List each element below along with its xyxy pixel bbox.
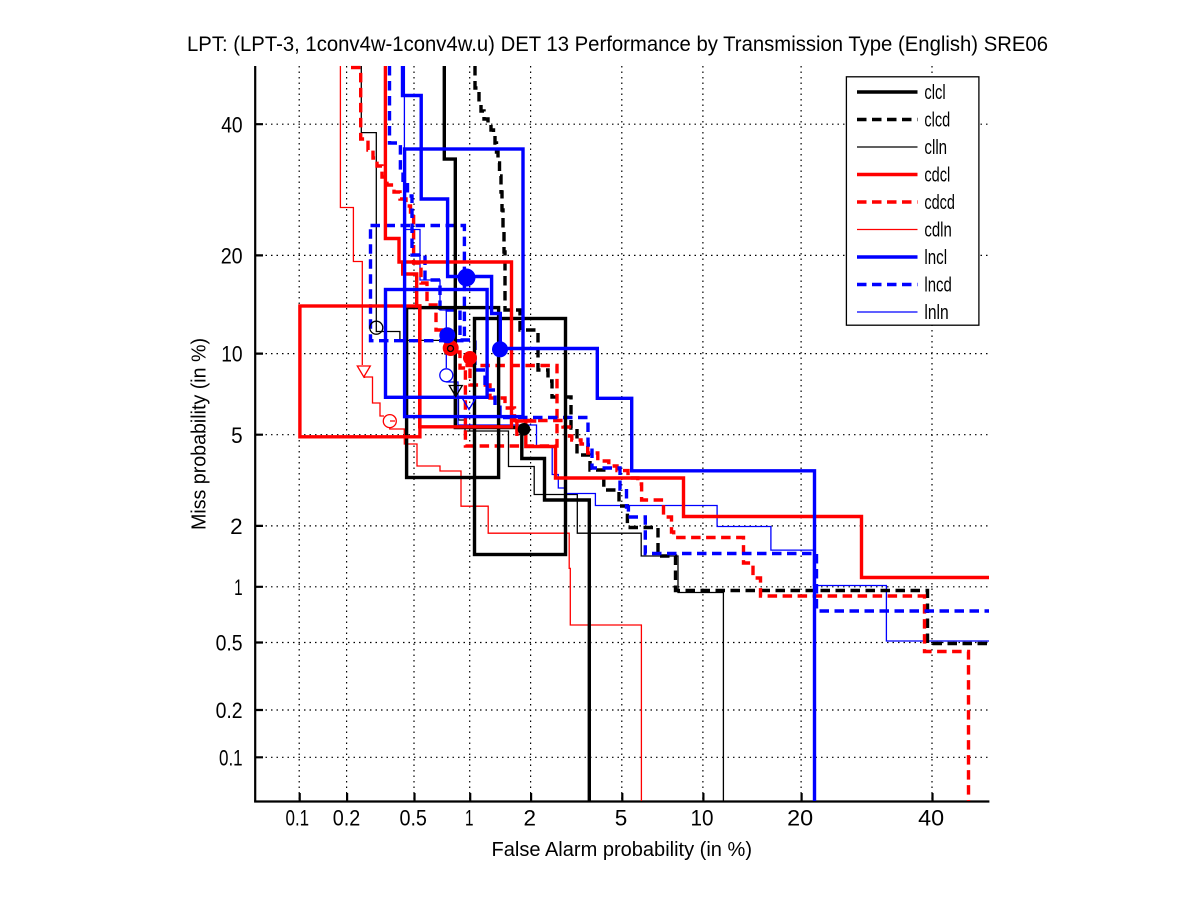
svg-text:5: 5: [615, 805, 628, 830]
svg-text:False Alarm probability (in %): False Alarm probability (in %): [492, 839, 753, 861]
svg-text:2: 2: [524, 805, 537, 830]
svg-text:5: 5: [231, 423, 243, 448]
svg-text:10: 10: [221, 342, 242, 367]
svg-text:clln: clln: [924, 137, 947, 159]
svg-text:cdcd: cdcd: [924, 192, 955, 214]
svg-text:clcl: clcl: [924, 82, 945, 104]
svg-text:0.5: 0.5: [216, 631, 243, 656]
svg-text:1: 1: [234, 575, 243, 600]
svg-text:clcd: clcd: [924, 110, 950, 132]
svg-text:cdcl: cdcl: [924, 165, 950, 187]
svg-text:1: 1: [465, 805, 474, 830]
svg-text:lncd: lncd: [924, 275, 951, 297]
svg-text:lnln: lnln: [924, 302, 948, 324]
svg-text:Miss probability (in %): Miss probability (in %): [189, 338, 211, 530]
svg-text:10: 10: [691, 805, 714, 830]
svg-text:0.1: 0.1: [219, 745, 243, 770]
svg-text:2: 2: [230, 514, 243, 539]
svg-text:20: 20: [221, 244, 243, 269]
svg-text:40: 40: [221, 112, 242, 137]
svg-text:0.2: 0.2: [216, 698, 243, 723]
svg-text:cdln: cdln: [924, 220, 951, 242]
svg-text:0.5: 0.5: [399, 805, 427, 830]
svg-text:0.2: 0.2: [333, 805, 361, 830]
svg-text:LPT: (LPT-3, 1conv4w-1conv4w.u: LPT: (LPT-3, 1conv4w-1conv4w.u) DET 13 P…: [187, 33, 1048, 56]
svg-text:40: 40: [918, 805, 944, 830]
svg-text:0.1: 0.1: [286, 805, 310, 830]
svg-text:lncl: lncl: [924, 247, 947, 269]
svg-text:20: 20: [787, 805, 813, 830]
